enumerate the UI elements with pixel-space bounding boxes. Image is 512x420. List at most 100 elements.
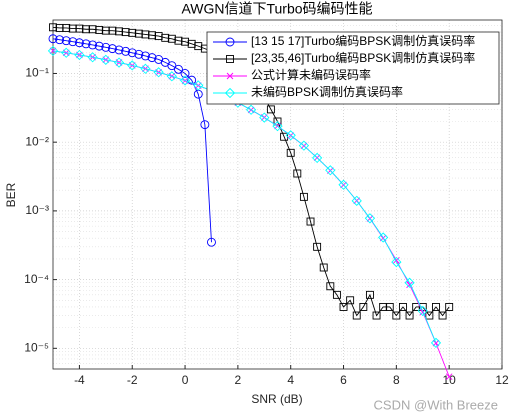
marker — [378, 232, 389, 243]
marker — [224, 87, 236, 99]
marker — [140, 51, 150, 61]
y-tick-label: 10⁻¹ — [25, 66, 49, 80]
series-line — [52, 38, 212, 243]
marker — [351, 195, 362, 206]
marker — [88, 40, 98, 50]
marker — [299, 192, 308, 201]
x-tick-label: 0 — [182, 373, 189, 387]
marker — [68, 37, 78, 47]
marker — [385, 302, 394, 311]
marker — [187, 75, 197, 85]
marker — [147, 53, 157, 63]
marker — [113, 57, 125, 68]
marker — [313, 242, 322, 251]
marker — [285, 130, 296, 141]
marker — [174, 64, 183, 74]
marker — [55, 35, 65, 45]
marker — [332, 290, 341, 299]
legend-box — [206, 31, 500, 105]
marker — [430, 337, 442, 349]
marker — [391, 256, 402, 268]
y-tick-label: 10⁻³ — [25, 203, 49, 217]
marker — [207, 237, 216, 247]
marker — [438, 311, 447, 320]
marker — [404, 277, 415, 288]
legend-label: [23,35,46]Turbo编码BPSK调制仿真误码率 — [251, 50, 475, 65]
marker — [153, 67, 164, 78]
legend-label: 未编码BPSK调制仿真误码率 — [251, 84, 403, 99]
marker — [61, 36, 71, 46]
marker — [286, 148, 295, 157]
marker — [266, 105, 275, 114]
marker — [392, 311, 401, 320]
marker — [364, 213, 376, 224]
marker — [425, 311, 434, 320]
marker — [127, 60, 138, 71]
marker — [272, 121, 283, 132]
y-tick-label: 10⁻⁴ — [24, 272, 49, 286]
series-line — [52, 50, 437, 344]
marker — [338, 179, 349, 190]
marker — [445, 302, 454, 311]
marker — [74, 49, 85, 61]
marker — [259, 112, 270, 123]
marker — [180, 69, 190, 78]
marker — [326, 282, 335, 291]
marker — [352, 311, 361, 320]
plot-frame — [52, 19, 503, 370]
marker — [226, 55, 234, 63]
watermark: CSDN @With Breeze — [374, 397, 498, 412]
marker — [311, 152, 323, 164]
marker — [166, 71, 177, 82]
x-tick-label: -4 — [74, 373, 85, 387]
marker — [61, 47, 72, 58]
x-tick-label: 8 — [393, 373, 400, 387]
x-tick-label: 12 — [495, 373, 509, 387]
x-axis-label: SNR (dB) — [251, 392, 302, 406]
marker — [140, 63, 151, 74]
marker — [399, 302, 407, 311]
marker — [339, 302, 348, 311]
marker — [325, 165, 336, 176]
x-tick-label: 10 — [442, 373, 456, 387]
marker — [306, 217, 315, 226]
marker — [74, 38, 84, 48]
marker — [87, 52, 98, 63]
x-tick-label: 4 — [287, 373, 294, 387]
marker — [94, 41, 104, 51]
marker — [121, 46, 131, 56]
chart-title: AWGN信道下Turbo码编码性能 — [181, 1, 372, 17]
marker — [200, 120, 210, 130]
marker — [419, 308, 427, 316]
marker — [134, 49, 144, 59]
marker — [225, 37, 235, 47]
marker — [432, 302, 440, 311]
y-tick-label: 10⁻⁵ — [24, 340, 49, 354]
marker — [273, 117, 282, 126]
marker — [47, 45, 59, 57]
marker — [417, 305, 428, 317]
marker — [81, 39, 91, 49]
marker — [372, 311, 381, 320]
marker — [107, 44, 117, 54]
marker — [48, 34, 58, 44]
marker — [445, 373, 453, 380]
legend-label: [13 15 17]Turbo编码BPSK调制仿真误码率 — [251, 33, 475, 48]
legend-label: 公式计算未编码误码率 — [251, 67, 371, 82]
marker — [359, 302, 368, 311]
marker — [127, 48, 137, 58]
marker — [167, 61, 177, 71]
y-axis-label: BER — [4, 182, 18, 207]
x-tick-label: 6 — [340, 373, 347, 387]
x-tick-label: 2 — [235, 373, 242, 387]
marker — [226, 72, 234, 80]
marker — [319, 263, 328, 272]
marker — [193, 80, 204, 91]
x-tick-label: -2 — [127, 373, 138, 387]
y-tick-label: 10⁻² — [25, 134, 49, 148]
marker — [101, 42, 111, 52]
marker — [298, 140, 310, 151]
marker — [365, 290, 374, 299]
